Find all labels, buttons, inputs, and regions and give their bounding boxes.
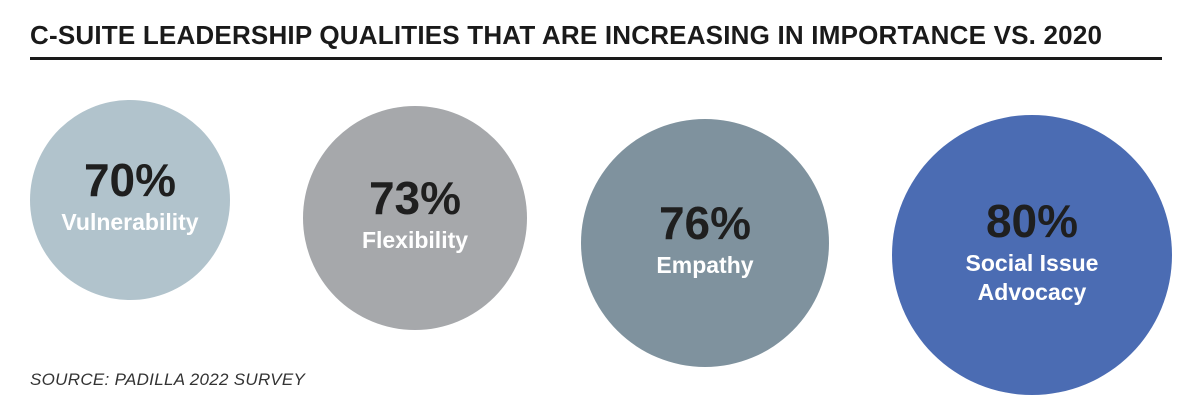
bubble-group: 70% Vulnerability xyxy=(30,100,230,300)
bubble-group: 76% Empathy xyxy=(581,119,829,367)
bubble xyxy=(303,106,527,330)
value-label: 70% xyxy=(84,154,176,206)
value-label: 76% xyxy=(659,197,751,249)
bubble-group: 80% Social Issue Advocacy xyxy=(892,115,1172,395)
bubble xyxy=(30,100,230,300)
value-label: 73% xyxy=(369,172,461,224)
chart-title: C-SUITE LEADERSHIP QUALITIES THAT ARE IN… xyxy=(30,20,1103,50)
category-label: Social Issue xyxy=(966,250,1099,276)
category-label: Advocacy xyxy=(978,279,1087,305)
title-divider xyxy=(30,57,1162,60)
bubble xyxy=(892,115,1172,395)
bubble xyxy=(581,119,829,367)
category-label: Flexibility xyxy=(362,227,468,253)
value-label: 80% xyxy=(986,195,1078,247)
source-note: SOURCE: PADILLA 2022 SURVEY xyxy=(30,370,306,389)
category-label: Vulnerability xyxy=(61,209,198,235)
bubble-group: 73% Flexibility xyxy=(303,106,527,330)
category-label: Empathy xyxy=(656,252,753,278)
